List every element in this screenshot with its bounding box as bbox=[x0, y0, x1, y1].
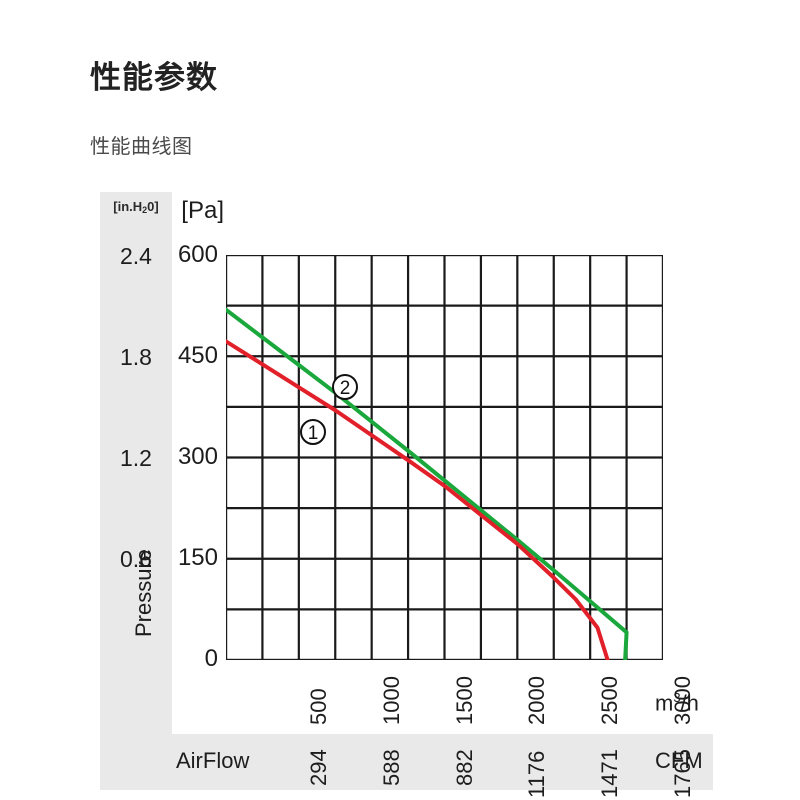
cfm-tick-1176: 1176 bbox=[524, 750, 549, 798]
x-tick-500: 500 bbox=[306, 688, 331, 725]
curve-marker-circle bbox=[300, 419, 326, 445]
grid-lines bbox=[226, 255, 663, 660]
y-tick-primary-600: 600 bbox=[177, 241, 218, 268]
curve-marker-label: 2 bbox=[340, 378, 351, 399]
curve-series-2 bbox=[226, 307, 629, 660]
cfm-tick-588: 588 bbox=[379, 749, 404, 786]
y-tick-primary-300: 300 bbox=[177, 443, 218, 470]
y-tick-primary-450: 450 bbox=[177, 342, 218, 369]
page-title: 性能参数 bbox=[90, 60, 218, 95]
x-axis-primary-unit: m3/h bbox=[655, 690, 699, 716]
y-tick-secondary-1-2: 1.2 bbox=[120, 445, 152, 471]
x-axis-secondary-label: AirFlow bbox=[176, 748, 250, 773]
cfm-tick-294: 294 bbox=[306, 749, 331, 786]
x-tick-2500: 2500 bbox=[597, 676, 622, 725]
x-axis-unit-suffix: /h bbox=[680, 690, 699, 716]
y-axis-secondary-unit: [in.H20] bbox=[100, 199, 172, 215]
y-tick-secondary-1-8: 1.8 bbox=[120, 344, 152, 370]
y-tick-primary-0: 0 bbox=[204, 645, 218, 672]
bottom-axis-panel bbox=[100, 734, 713, 790]
y-tick-secondary-2-4: 2.4 bbox=[120, 243, 152, 269]
x-axis-unit-superscript: 3 bbox=[673, 690, 681, 705]
curve-marker-label: 1 bbox=[308, 423, 319, 444]
cfm-tick-1471: 1471 bbox=[597, 749, 622, 798]
x-tick-1500: 1500 bbox=[452, 676, 477, 725]
y-axis-primary-unit: [Pa] bbox=[181, 197, 224, 224]
page-subtitle: 性能曲线图 bbox=[90, 136, 193, 158]
y-axis-title-text: Pressure bbox=[131, 548, 157, 638]
x-tick-2000: 2000 bbox=[524, 676, 549, 725]
y-axis-secondary-unit-prefix: [in.H bbox=[113, 199, 143, 214]
cfm-tick-882: 882 bbox=[452, 749, 477, 786]
curve-marker-circle bbox=[332, 374, 358, 400]
y-tick-primary-150: 150 bbox=[177, 544, 218, 571]
x-tick-1000: 1000 bbox=[379, 676, 404, 725]
y-axis-title: Pressure bbox=[100, 549, 172, 637]
y-axis-secondary-unit-suffix: 0] bbox=[147, 199, 159, 214]
curve-series-1 bbox=[226, 339, 610, 660]
x-axis-unit-prefix: m bbox=[655, 690, 674, 716]
y-axis-secondary-unit-subscript: 2 bbox=[142, 205, 148, 215]
x-axis-secondary-unit: CFM bbox=[655, 748, 703, 773]
curve-markers: 12 bbox=[300, 374, 358, 445]
y-tick-secondary-0-6: 0.6 bbox=[120, 546, 152, 572]
left-axis-panel bbox=[100, 192, 172, 790]
